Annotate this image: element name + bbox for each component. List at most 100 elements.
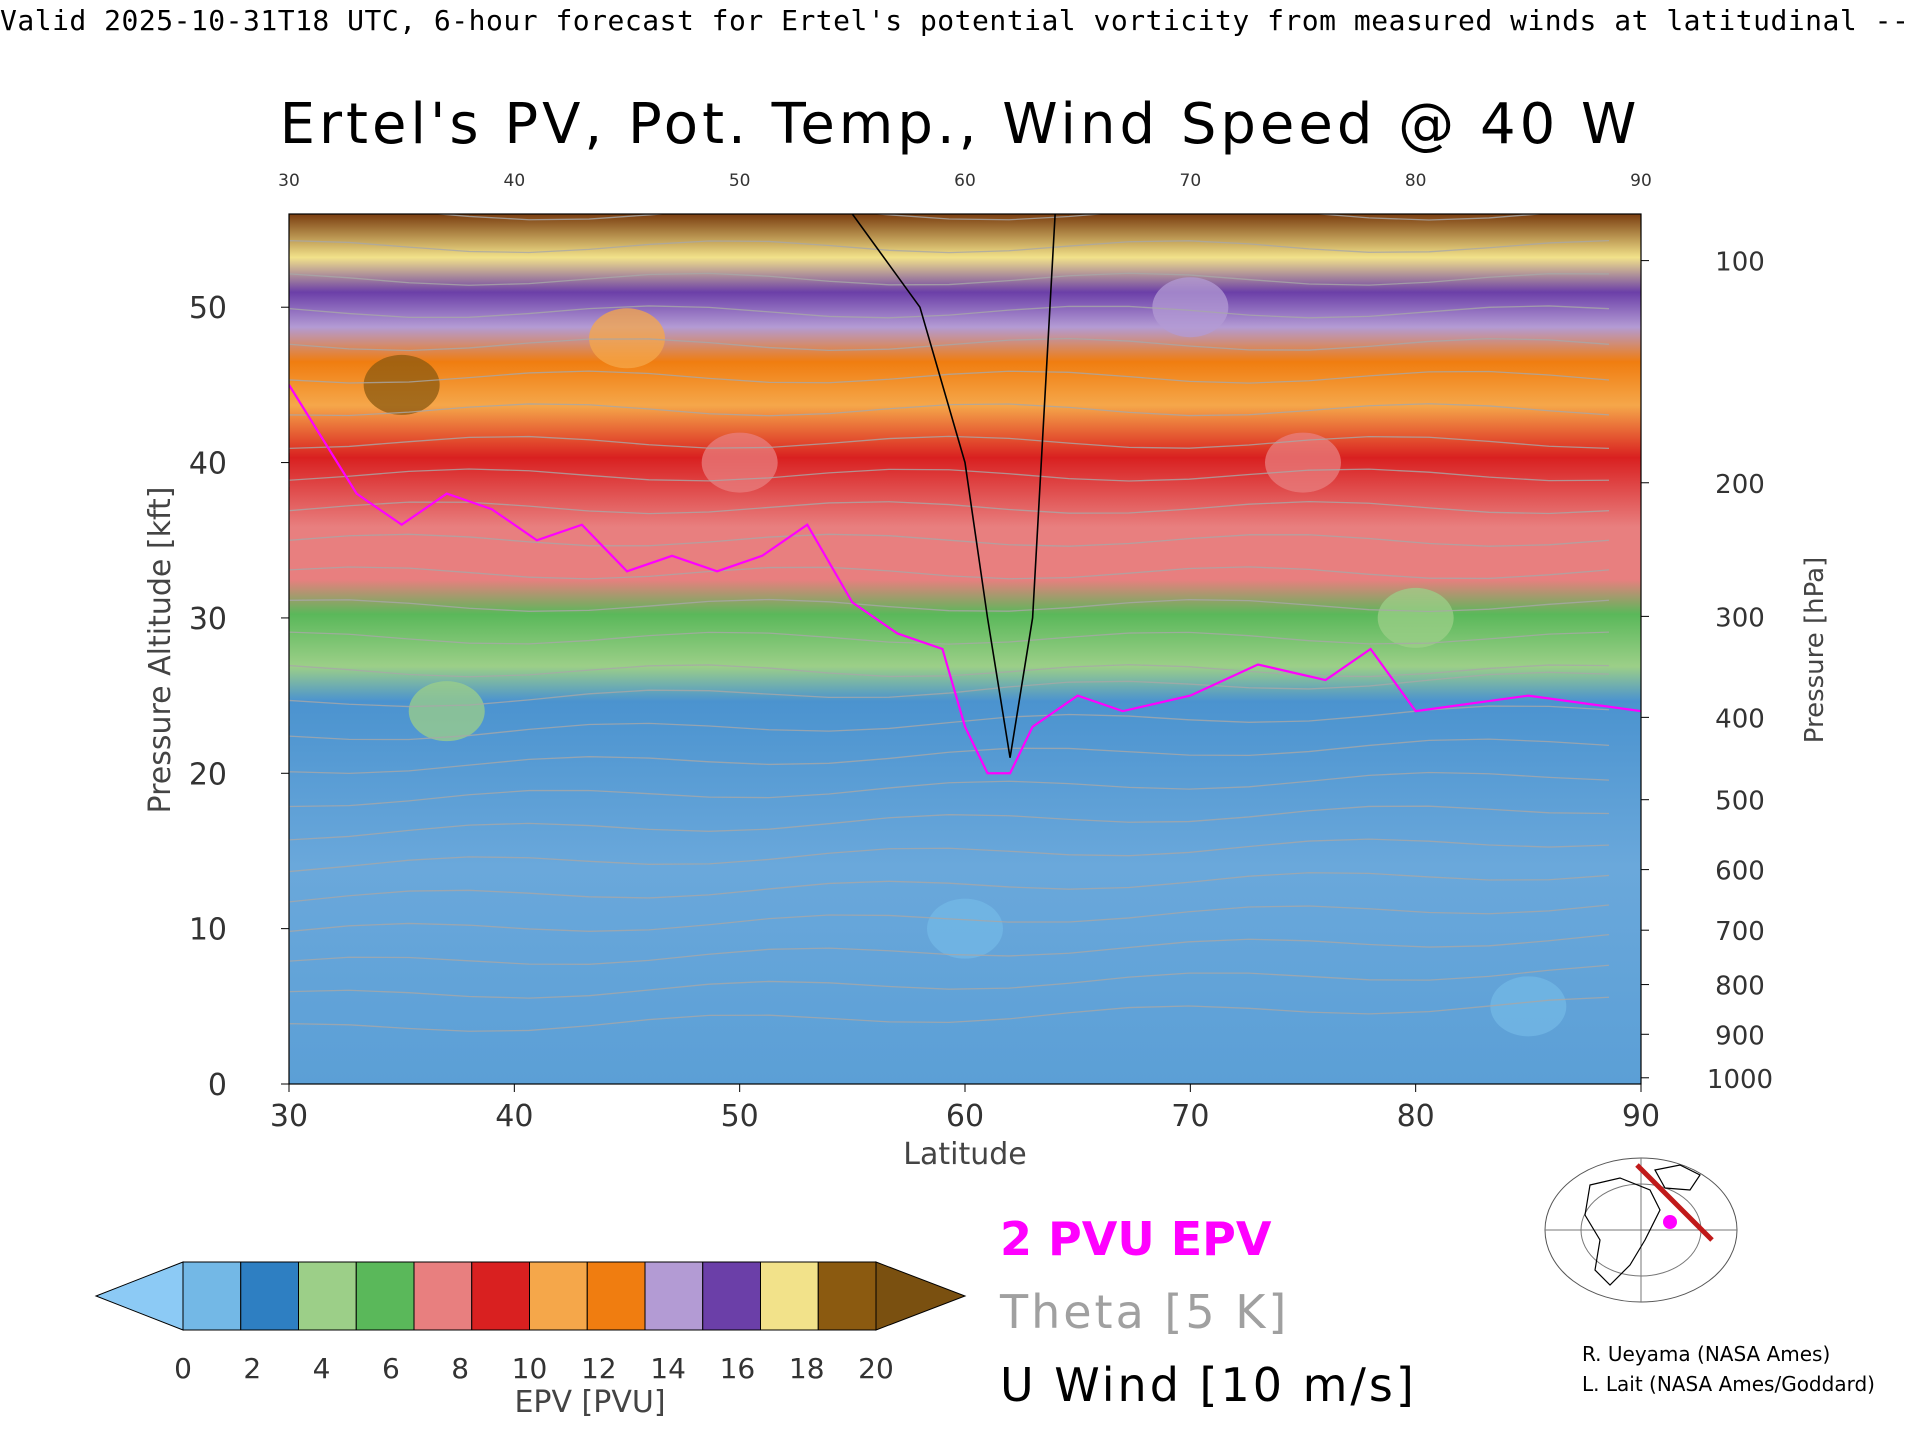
colorbar-tick-label: 20 — [858, 1352, 894, 1385]
theta-contour — [289, 370, 1610, 385]
y-axis-label: Pressure Altitude [kft] — [143, 487, 178, 814]
colorbar-tick-label: 2 — [243, 1352, 261, 1385]
colorbar-segment — [817, 1261, 877, 1331]
x-tick-label: 60 — [946, 1099, 984, 1134]
theta-contour — [289, 838, 1610, 897]
y2-tick-label: 600 — [1715, 857, 1765, 887]
theta-contour — [289, 805, 1610, 863]
colorbar-tick-label: 12 — [581, 1352, 617, 1385]
theta-contour — [289, 566, 1610, 590]
colorbar-segment — [471, 1261, 530, 1331]
x-axis-label: Latitude — [903, 1137, 1026, 1172]
header-line: Valid 2025-10-31T18 UTC, 6-hour forecast… — [0, 4, 1920, 37]
theta-contour — [289, 664, 1610, 692]
legend-pvu-label: 2 PVU EPV — [1000, 1212, 1272, 1266]
x-top-tick-label: 30 — [278, 171, 300, 191]
epv-cell — [363, 354, 440, 415]
y2-axis-label: Pressure [hPa] — [1800, 557, 1830, 744]
epv-cell — [701, 432, 778, 493]
colorbar-segment — [182, 1261, 242, 1331]
epv-cell — [1265, 432, 1341, 493]
colorbar-tick-label: 4 — [313, 1352, 331, 1385]
epv-cell — [1152, 277, 1229, 338]
y-tick-label: 10 — [189, 913, 227, 948]
x-tick-label: 70 — [1171, 1099, 1209, 1134]
colorbar-segment — [240, 1261, 299, 1331]
colorbar-tick-label: 16 — [720, 1352, 756, 1385]
x-tick-label: 30 — [270, 1099, 308, 1134]
theta-contour — [289, 214, 1547, 221]
y-tick-label: 20 — [189, 757, 227, 792]
inset-map — [1543, 1155, 1740, 1305]
epv-cell — [927, 898, 1003, 959]
y-tick-label: 50 — [189, 291, 227, 326]
credit-line-2: L. Lait (NASA Ames/Goddard) — [1582, 1372, 1875, 1396]
y2-tick-label: 500 — [1715, 787, 1765, 817]
credit-line-1: R. Ueyama (NASA Ames) — [1582, 1342, 1831, 1366]
colorbar-over-arrow — [875, 1261, 967, 1331]
x-tick-label: 80 — [1397, 1099, 1435, 1134]
colorbar-label: EPV [PVU] — [514, 1385, 666, 1420]
theta-contour — [289, 996, 1610, 1068]
colorbar-segment — [644, 1261, 704, 1331]
colorbar-segment — [298, 1261, 357, 1331]
theta-contour — [289, 598, 1610, 624]
theta-contour — [289, 705, 1610, 760]
x-top-tick-label: 40 — [504, 171, 526, 191]
theta-contour — [289, 305, 1610, 319]
y2-tick-label: 100 — [1715, 248, 1765, 278]
x-tick-label: 40 — [495, 1099, 533, 1134]
y-tick-label: 0 — [208, 1068, 227, 1103]
colorbar-segment — [586, 1261, 646, 1331]
theta-contour — [289, 738, 1610, 795]
colorbar-segment — [355, 1261, 415, 1331]
y2-tick-label: 900 — [1715, 1021, 1765, 1051]
chart-title: Ertel's PV, Pot. Temp., Wind Speed @ 40 … — [279, 92, 1641, 157]
y2-tick-label: 300 — [1715, 603, 1765, 633]
colorbar-tick-label: 14 — [650, 1352, 686, 1385]
legend-theta-label: Theta [5 K] — [1000, 1285, 1290, 1339]
x-tick-label: 50 — [721, 1099, 759, 1134]
colorbar-tick-label: 6 — [382, 1352, 400, 1385]
colorbar-segment — [760, 1261, 819, 1331]
theta-contour — [289, 272, 1610, 286]
y-tick-label: 30 — [189, 602, 227, 637]
theta-contour — [289, 631, 1610, 658]
x-top-tick-label: 60 — [954, 171, 976, 191]
theta-contour — [289, 337, 1610, 352]
theta-contour — [289, 872, 1610, 931]
y-tick-label: 40 — [189, 447, 227, 482]
epv-cell — [589, 308, 665, 369]
epv-cell — [1490, 976, 1567, 1037]
x-top-tick-label: 80 — [1405, 171, 1427, 191]
colorbar-segment — [529, 1261, 588, 1331]
y2-tick-label: 1000 — [1707, 1065, 1773, 1095]
pvu-contour — [289, 384, 1641, 775]
theta-contour — [289, 964, 1610, 1033]
x-tick-label: 90 — [1622, 1099, 1660, 1134]
x-top-tick-label: 90 — [1630, 171, 1652, 191]
theta-contour — [289, 904, 1610, 965]
theta-contour — [289, 934, 1610, 999]
theta-contour — [289, 771, 1610, 829]
epv-cell — [1377, 587, 1454, 648]
theta-contour — [289, 468, 1610, 487]
colorbar-tick-label: 18 — [789, 1352, 825, 1385]
colorbar-segment — [413, 1261, 473, 1331]
y2-tick-label: 800 — [1715, 972, 1765, 1002]
y2-tick-label: 400 — [1715, 704, 1765, 734]
y2-tick-label: 700 — [1715, 917, 1765, 947]
y2-tick-label: 200 — [1715, 470, 1765, 500]
x-top-tick-label: 50 — [729, 171, 751, 191]
epv-cell — [408, 681, 485, 742]
theta-contour — [289, 239, 1610, 254]
colorbar-tick-label: 10 — [512, 1352, 548, 1385]
theta-contour — [289, 501, 1610, 522]
legend-uwind-label: U Wind [10 m/s] — [1000, 1358, 1417, 1412]
colorbar-segment — [702, 1261, 761, 1331]
uwind-contour — [851, 214, 1056, 758]
theta-contour — [289, 533, 1610, 556]
colorbar-under-arrow — [94, 1261, 184, 1331]
theta-contour — [289, 403, 1610, 419]
x-top-tick-label: 70 — [1180, 171, 1202, 191]
